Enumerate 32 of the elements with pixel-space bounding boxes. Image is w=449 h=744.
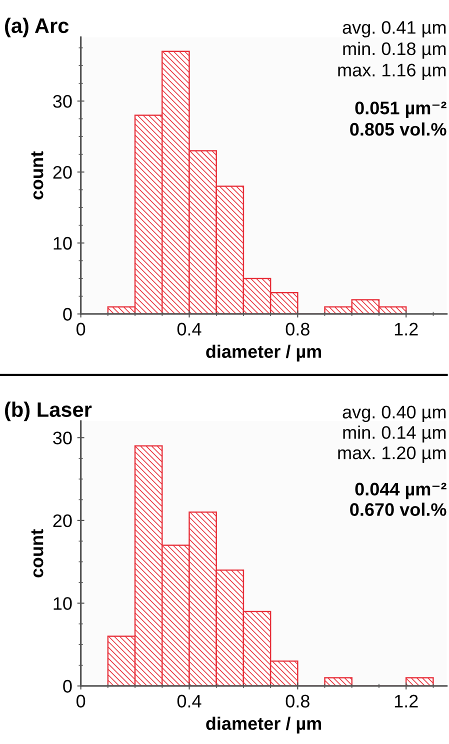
y-tick-label: 20	[53, 166, 72, 179]
annotation: min. 0.18 µm	[343, 42, 446, 59]
x-tick-label: 0	[76, 322, 86, 336]
y-tick-label: 10	[54, 236, 72, 250]
x-tick-label: 0.8	[286, 322, 310, 336]
annotation: 0.051 µm⁻²	[355, 102, 446, 118]
chart-title: (b) Laser	[5, 402, 92, 422]
annotation: max. 1.20 µm	[338, 446, 446, 463]
annotation: avg. 0.40 µm	[342, 406, 446, 422]
annotation: 0.805 vol.%	[350, 122, 446, 136]
x-axis-title: diameter / µm	[206, 716, 322, 734]
annotation: avg. 0.41 µm	[342, 21, 446, 38]
x-tick-label: 0	[76, 694, 86, 708]
x-tick-label: 1.2	[394, 694, 418, 708]
x-tick-label: 0.4	[177, 322, 202, 336]
y-axis-title: count	[31, 529, 44, 578]
chart-title: (a) Arc	[5, 18, 69, 38]
y-tick-label: 20	[53, 514, 72, 528]
x-tick-label: 0.8	[286, 694, 310, 708]
x-tick-label: 1.2	[394, 322, 418, 336]
x-axis-title: diameter / µm	[206, 344, 322, 362]
y-tick-label: 0	[63, 680, 72, 693]
annotation: 0.670 vol.%	[350, 502, 446, 516]
annotation: min. 0.14 µm	[343, 426, 446, 442]
y-tick-label: 0	[63, 308, 72, 321]
y-tick-label: 30	[53, 432, 72, 444]
y-tick-label: 30	[53, 95, 72, 108]
x-tick-label: 0.4	[177, 694, 202, 708]
annotation: 0.044 µm⁻²	[355, 482, 446, 500]
y-tick-label: 10	[54, 597, 72, 610]
annotation: max. 1.16 µm	[338, 64, 446, 80]
y-axis-title: count	[31, 151, 44, 200]
